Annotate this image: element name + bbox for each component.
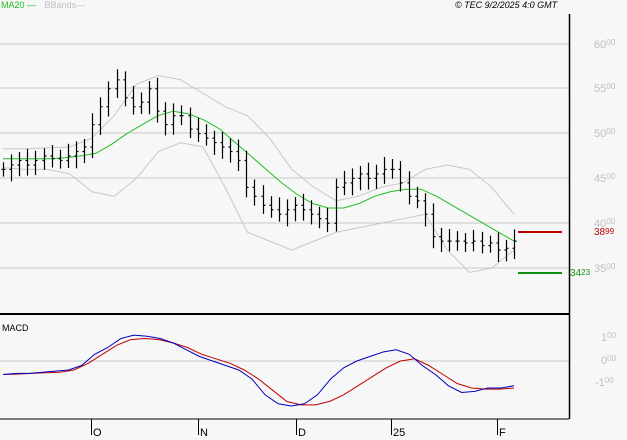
- bbands-lower-line: [2, 142, 515, 274]
- price-axis-label: 5000: [594, 127, 616, 140]
- price-axis-label-value: 55: [594, 83, 607, 95]
- support-price-tag-decimals: 23: [581, 268, 591, 277]
- macd-panel-label: MACD: [2, 323, 29, 333]
- legend-ma20: MA20 —: [1, 0, 36, 10]
- price-axis-label: 5500: [594, 82, 616, 95]
- x-axis-label: D: [298, 427, 306, 439]
- price-axis-label-decimals: 00: [606, 262, 616, 271]
- price-axis-label: 4000: [594, 217, 616, 230]
- price-axis-label-decimals: 00: [606, 172, 616, 181]
- ma20-line: [3, 110, 515, 242]
- price-axis-label-decimals: 00: [606, 127, 616, 136]
- resistance-price-tag-decimals: 99: [605, 227, 615, 236]
- x-axis-label: F: [499, 427, 506, 439]
- macd-axis-label: 100: [601, 331, 617, 344]
- macd-axis-label-decimals: 00: [607, 331, 617, 340]
- legend-bbands: BBands—: [45, 0, 86, 10]
- macd-axis-label-decimals: 00: [604, 376, 614, 385]
- legend: MA20 — BBands—: [1, 0, 85, 11]
- price-axis-label-value: 45: [594, 173, 607, 185]
- price-axis-label: 4500: [594, 172, 616, 185]
- legend-bbands-label: BBands: [44, 0, 77, 10]
- resistance-price-tag: 3899: [594, 227, 614, 238]
- legend-bbands-swatch: —: [76, 0, 86, 10]
- copyright-timestamp: © TEC 9/2/2025 4:0 GMT: [455, 0, 558, 10]
- price-axis-label-value: 60: [594, 39, 607, 51]
- macd-axis-label: -100: [595, 376, 614, 389]
- x-axis-label: O: [93, 427, 102, 439]
- resistance-price-tag-value: 38: [594, 227, 606, 238]
- support-price-tag: 3423: [570, 268, 590, 279]
- price-axis-label-decimals: 00: [606, 82, 616, 91]
- macd-line: [2, 334, 515, 407]
- macd-axis-label-value: -1: [595, 377, 605, 389]
- bbands-upper-line: [3, 74, 515, 215]
- x-axis-label: 25: [393, 427, 406, 439]
- legend-ma20-label: MA20: [1, 0, 25, 10]
- macd-axis-label: 000: [601, 354, 617, 367]
- price-axis-label-decimals: 00: [606, 217, 616, 226]
- x-axis-label: N: [200, 427, 208, 439]
- macd-axis-label-decimals: 00: [607, 354, 617, 363]
- support-price-tag-value: 34: [570, 268, 582, 279]
- price-axis-label-value: 35: [594, 263, 607, 275]
- macd-axis-label-value: 0: [601, 355, 608, 367]
- price-axis-label-decimals: 00: [606, 38, 616, 47]
- price-axis-label-value: 50: [594, 128, 607, 140]
- price-axis-label: 6000: [594, 38, 616, 51]
- price-axis-label-value: 40: [594, 218, 607, 230]
- price-axis-label: 3500: [594, 262, 616, 275]
- macd-signal-line: [2, 337, 515, 406]
- legend-ma20-swatch: —: [27, 0, 37, 10]
- macd-axis-label-value: 1: [601, 332, 608, 344]
